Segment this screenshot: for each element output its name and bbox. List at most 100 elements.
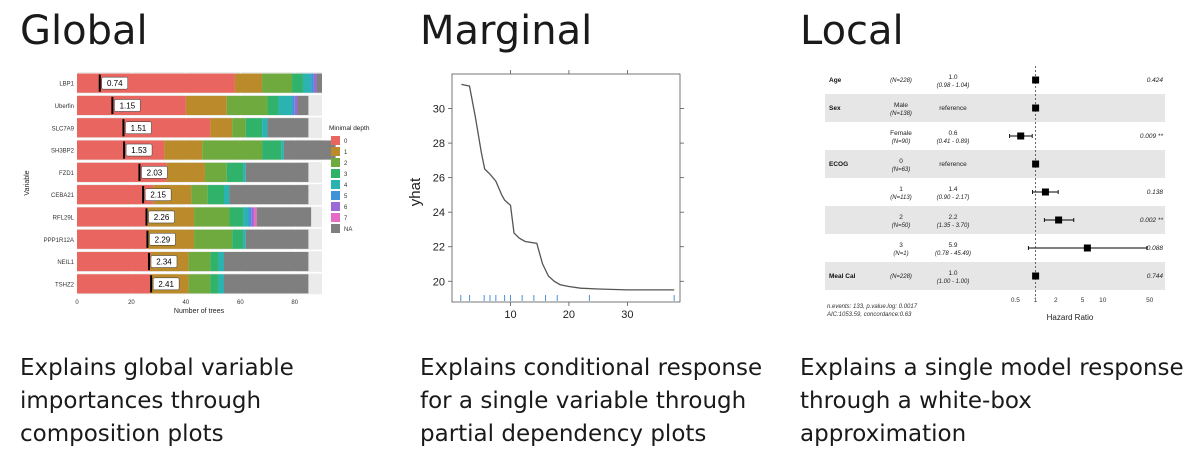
partial-dependency-chart: 20 22 24 26 28 30 10 20 30 yhat — [400, 62, 690, 322]
p-value-label: 0.138 — [1147, 189, 1164, 196]
hr-point — [1055, 216, 1063, 224]
y-tick-label: 30 — [433, 104, 445, 116]
bar-segment — [248, 207, 252, 227]
x-tick-label: 60 — [237, 300, 244, 306]
legend-label: 2 — [344, 161, 348, 167]
caption-line: Explains a single model response — [800, 355, 1184, 381]
bar-segment — [207, 185, 224, 205]
x-tick-label: 10 — [1099, 297, 1107, 304]
ci-label: (1.35 - 3.70) — [937, 223, 970, 229]
legend-label: 4 — [344, 183, 348, 189]
global-composition-chart: LBP1 0.74 Uberfin 1.15 SLC7A9 1.51 SH3BP2 1.53 F… — [15, 70, 385, 315]
bar-segment — [191, 185, 208, 205]
x-tick-label: 1 — [1034, 297, 1038, 304]
hr-point — [1083, 244, 1091, 252]
legend-label: 5 — [344, 194, 348, 200]
bar-segment — [224, 185, 230, 205]
bar-segment — [77, 185, 154, 205]
y-tick-label: Uberfin — [55, 104, 74, 110]
y-tick-label: SLC7A9 — [52, 126, 75, 132]
ci-label: (0.78 - 45.49) — [935, 251, 971, 257]
mean-depth-label-box — [152, 277, 180, 291]
bar-segment — [204, 162, 227, 182]
hr-label: reference — [939, 105, 967, 112]
hr-label: 0.6 — [948, 130, 957, 137]
global-caption: Explains global variable importances thr… — [20, 352, 294, 451]
bar-segment — [245, 229, 309, 249]
x-tick-label: 20 — [128, 300, 135, 306]
row-shade — [825, 94, 1165, 122]
bar-segment — [218, 251, 224, 272]
mean-depth-label: 0.74 — [107, 79, 123, 88]
bar-segment — [164, 140, 203, 160]
mean-depth-label: 1.53 — [131, 146, 147, 155]
caption-line: Explains global variable — [20, 355, 294, 381]
bar-segment — [243, 162, 246, 182]
y-tick-label: 24 — [433, 207, 445, 219]
bar-segment — [302, 73, 312, 93]
level-label: 3 — [899, 242, 903, 249]
mean-depth-label-box — [125, 121, 152, 134]
ci-label: (0.41 - 0.89) — [937, 139, 970, 145]
level-label: 1 — [899, 186, 903, 193]
bar-segment — [229, 207, 244, 227]
global-heading: Global — [20, 8, 148, 54]
legend-label: 6 — [344, 205, 348, 211]
bar-segment — [292, 73, 303, 93]
bar-segment — [194, 229, 233, 249]
y-tick-label: TSHZ2 — [55, 282, 75, 288]
p-value-label: 0.009 ** — [1140, 133, 1164, 140]
bar-segment — [245, 162, 309, 182]
y-axis-label: Variable — [24, 170, 31, 195]
p-value-label: 0.088 — [1147, 245, 1164, 252]
x-tick-label: 30 — [621, 309, 633, 321]
bar-segment — [77, 229, 148, 249]
hr-point — [1032, 76, 1040, 84]
y-tick-label: CEBA21 — [51, 193, 75, 199]
hr-point — [1032, 272, 1040, 280]
bar-segment — [210, 251, 219, 272]
y-tick-label: 26 — [433, 173, 445, 185]
bar-segment — [188, 274, 211, 294]
row-shade — [825, 206, 1165, 234]
mean-depth-label-box — [101, 76, 129, 90]
bar-segment — [256, 207, 312, 227]
bar-segment — [77, 207, 148, 227]
legend-swatch — [331, 147, 340, 156]
caption-line: through a white-box — [800, 388, 1032, 414]
ci-label: (0.90 - 2.17) — [937, 195, 970, 201]
bar-segment — [281, 140, 284, 160]
bar-segment — [218, 274, 224, 294]
mean-depth-label: 1.51 — [131, 124, 147, 133]
mean-depth-label: 2.41 — [158, 280, 174, 289]
caption-line: Explains conditional response — [420, 355, 763, 381]
x-tick-label: 50 — [1146, 297, 1154, 304]
y-tick-label: 20 — [433, 276, 445, 288]
footnote-line-2: AIC:1053.59, concordance:0.63 — [826, 312, 912, 318]
legend-swatch — [331, 136, 340, 145]
caption-line: partial dependency plots — [420, 421, 707, 447]
mean-depth-label-box — [141, 166, 168, 179]
mean-depth-label-box — [148, 210, 175, 224]
hr-label: 1.0 — [948, 74, 957, 81]
y-tick-label: FZD1 — [59, 171, 75, 177]
p-value-label: 0.424 — [1147, 77, 1164, 84]
mean-depth-label-box — [125, 143, 153, 157]
x-tick-label: 5 — [1081, 297, 1085, 304]
level-label: Male — [894, 102, 908, 109]
marginal-heading: Marginal — [420, 8, 593, 54]
legend-label: 1 — [344, 150, 348, 156]
bar-segment — [234, 73, 263, 93]
legend-swatch — [331, 191, 340, 200]
y-axis-label: yhat — [407, 177, 424, 206]
bar-segment — [262, 118, 268, 138]
bar-segment — [224, 274, 309, 294]
hr-label: 1.4 — [948, 186, 957, 193]
caption-line: composition plots — [20, 421, 224, 447]
mean-depth-label-box — [144, 188, 172, 201]
mean-depth-label: 2.29 — [155, 235, 171, 244]
bar-segment — [294, 95, 298, 116]
bar-segment — [229, 185, 309, 205]
ci-label: (1.00 - 1.00) — [937, 279, 970, 285]
mean-depth-label: 2.26 — [154, 213, 170, 222]
